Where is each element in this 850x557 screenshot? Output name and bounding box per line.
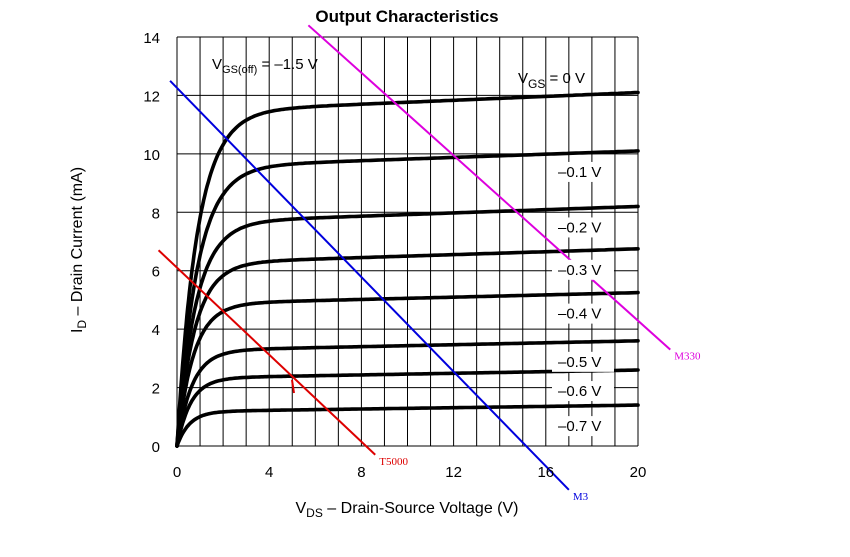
vgs-header-annotation: VGS = 0 V [518, 70, 585, 91]
drain-curve [175, 290, 640, 448]
drain-curve [175, 149, 640, 448]
vgs-off-sub: GS(off) [222, 64, 257, 76]
x-axis-label-rest: – Drain-Source Voltage (V) [323, 500, 519, 517]
drain-curve [175, 339, 640, 448]
curve-label-bg [552, 303, 614, 324]
y-tick-label: 10 [143, 147, 160, 164]
y-axis-label-main: I [69, 329, 86, 333]
y-tick-label: 14 [143, 30, 160, 47]
load-lines: T5000 M3 M330 [157, 24, 701, 503]
load-line-label: M3 [573, 491, 589, 503]
curve-label: –0.2 V [558, 219, 601, 236]
x-axis-label: VDS – Drain-Source Voltage (V) [296, 500, 519, 520]
vgs-off-annotation: VGS(off) = –1.5 V [212, 56, 318, 76]
y-axis-label-sub: D [75, 320, 89, 329]
curve-label-bg [552, 381, 614, 402]
curve-label: –0.7 V [558, 418, 601, 435]
load-line-m3 [169, 80, 570, 491]
drain-curve [175, 90, 640, 448]
y-tick-label: 8 [152, 205, 160, 222]
y-tick-label: 6 [152, 264, 160, 281]
load-line-label: M330 [674, 351, 701, 363]
x-tick-label: 8 [357, 464, 365, 481]
curve-label: –0.3 V [558, 262, 601, 279]
curve-labels: –0.1 V –0.2 V –0.3 V –0.4 V –0.5 V –0.6 V –0.7… [552, 161, 614, 437]
y-tick-label: 0 [152, 439, 160, 456]
chart-title: Output Characteristics [315, 7, 498, 26]
y-axis-label-rest: – Drain Current (mA) [69, 167, 86, 320]
drain-curve [175, 204, 640, 448]
y-tick-label: 4 [152, 322, 160, 339]
drain-curve [175, 247, 640, 448]
x-axis-label-sub: DS [306, 506, 323, 520]
drain-curves [175, 90, 640, 448]
curve-label-bg [552, 259, 614, 280]
x-tick-label: 16 [537, 464, 554, 481]
curve-label-bg [552, 217, 614, 238]
curve-label: –0.4 V [558, 306, 601, 323]
vgs-header-main: V [518, 70, 528, 87]
load-line-m330 [307, 24, 671, 351]
x-tick-label: 0 [173, 464, 181, 481]
vgs-header-sub: GS [528, 77, 545, 91]
curve-label-bg [552, 416, 614, 437]
y-tick-label: 12 [143, 88, 160, 105]
curve-label-bg [552, 161, 614, 182]
vgs-header-rest: = 0 V [545, 70, 585, 87]
vgs-off-main: V [212, 56, 222, 73]
curve-label: –0.5 V [558, 354, 601, 371]
vgs-off-rest: = –1.5 V [257, 56, 317, 73]
tick-labels: 0 4 8 12 16 20 0 2 4 6 8 10 12 14 [143, 30, 646, 481]
load-line-label: T5000 [379, 456, 408, 468]
y-axis-label: ID – Drain Current (mA) [69, 167, 89, 333]
curve-label: –0.6 V [558, 383, 601, 400]
y-tick-label: 2 [152, 381, 160, 398]
x-axis-label-main: V [296, 500, 307, 517]
curve-label: –0.1 V [558, 164, 601, 181]
drain-curve [175, 403, 640, 448]
x-tick-label: 20 [630, 464, 647, 481]
curve-label-bg [552, 351, 614, 372]
load-line-t5000 [157, 249, 376, 456]
x-tick-label: 12 [445, 464, 462, 481]
load-line-marker [291, 379, 295, 394]
x-tick-label: 4 [265, 464, 273, 481]
drain-curve [175, 368, 640, 448]
